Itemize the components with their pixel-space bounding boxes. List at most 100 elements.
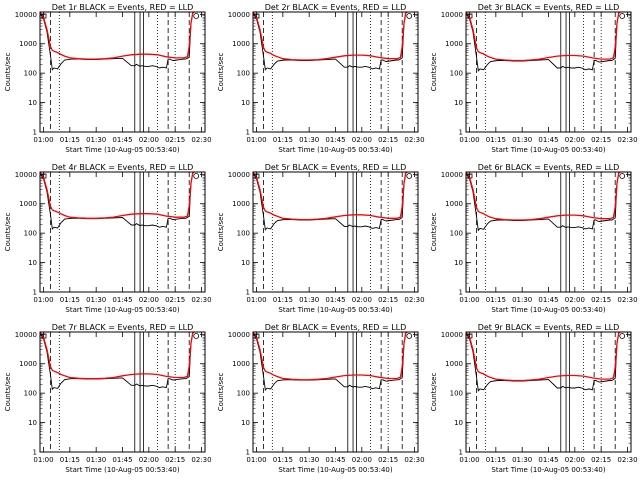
x-tick-label: 01:30	[86, 296, 106, 304]
y-tick-label: 100	[237, 70, 250, 78]
x-axis-label: Start Time (10-Aug-05 00:53:40)	[65, 146, 179, 154]
y-tick-label: 1	[459, 129, 463, 137]
chart-title: Det 5r BLACK = Events, RED = LLD	[265, 163, 407, 172]
chart-title: Det 7r BLACK = Events, RED = LLD	[52, 323, 194, 332]
chart-panel-8: Det 8r BLACK = Events, RED = LLD Counts/s…	[217, 323, 425, 474]
y-tick-label: 100	[24, 230, 37, 238]
y-tick-label: 10000	[441, 11, 463, 19]
lld-series-line	[40, 172, 195, 219]
x-tick-label: 01:00	[33, 136, 53, 144]
x-tick-label: 01:30	[512, 456, 532, 464]
y-tick-label: 1000	[445, 200, 463, 208]
lld-series-line	[253, 332, 408, 381]
x-tick-label: 01:45	[112, 456, 132, 464]
y-tick-label: 10	[28, 419, 37, 427]
marker-circle	[619, 13, 626, 19]
lld-series-line	[466, 332, 621, 382]
x-tick-label: 01:15	[60, 136, 80, 144]
plot-frame	[252, 171, 419, 293]
chart-title: Det 3r BLACK = Events, RED = LLD	[478, 3, 620, 12]
x-tick-label: 02:15	[591, 136, 611, 144]
y-axis-label: Counts/sec	[4, 373, 12, 412]
x-tick-label: 02:15	[591, 296, 611, 304]
marker-circle	[406, 13, 413, 19]
y-axis-label: Counts/sec	[430, 213, 438, 252]
x-tick-label: 01:15	[273, 296, 293, 304]
lld-series-line	[40, 12, 195, 60]
x-tick-label: 02:30	[404, 296, 424, 304]
x-tick-label: 02:00	[565, 136, 585, 144]
x-tick-label: 01:00	[33, 296, 53, 304]
events-series-line	[466, 12, 621, 72]
x-tick-label: 01:00	[459, 456, 479, 464]
y-tick-label: 1	[459, 449, 463, 457]
marker-circle	[406, 333, 413, 339]
y-tick-label: 1000	[445, 360, 463, 368]
x-tick-label: 01:00	[459, 136, 479, 144]
y-tick-label: 10	[454, 259, 463, 267]
y-tick-label: 10	[28, 259, 37, 267]
plot-frame	[39, 11, 206, 133]
x-tick-label: 02:15	[165, 296, 185, 304]
plot-frame	[465, 331, 632, 453]
x-tick-label: 02:30	[191, 456, 211, 464]
y-tick-label: 100	[24, 70, 37, 78]
x-tick-label: 01:15	[273, 456, 293, 464]
y-tick-label: 1	[33, 129, 37, 137]
y-tick-label: 10	[241, 99, 250, 107]
x-tick-label: 01:30	[86, 456, 106, 464]
y-tick-label: 10000	[441, 171, 463, 179]
x-tick-label: 01:15	[60, 456, 80, 464]
y-axis-label: Counts/sec	[4, 53, 12, 92]
x-tick-label: 01:45	[325, 296, 345, 304]
x-tick-label: 02:15	[165, 136, 185, 144]
x-tick-label: 02:30	[617, 136, 637, 144]
events-series-line	[253, 332, 408, 391]
x-tick-label: 02:15	[165, 456, 185, 464]
y-tick-label: 1000	[232, 200, 250, 208]
chart-panel-1: Det 1r BLACK = Events, RED = LLD Counts/s…	[4, 3, 212, 154]
x-tick-label: 02:30	[404, 136, 424, 144]
marker-circle	[619, 173, 626, 179]
x-tick-label: 01:15	[486, 456, 506, 464]
x-tick-label: 02:30	[191, 296, 211, 304]
x-tick-label: 01:30	[299, 456, 319, 464]
y-tick-label: 1000	[19, 40, 37, 48]
lld-series-line	[253, 12, 408, 61]
x-axis-label: Start Time (10-Aug-05 00:53:40)	[278, 306, 392, 314]
chart-panel-2: Det 2r BLACK = Events, RED = LLD Counts/s…	[217, 3, 425, 154]
x-tick-label: 01:30	[512, 296, 532, 304]
y-tick-label: 100	[450, 70, 463, 78]
x-tick-label: 02:00	[139, 456, 159, 464]
marker-circle	[193, 13, 200, 19]
events-series-line	[40, 172, 195, 230]
y-tick-label: 1	[33, 289, 37, 297]
lld-series-line	[466, 12, 621, 62]
y-axis-label: Counts/sec	[430, 373, 438, 412]
y-tick-label: 100	[450, 390, 463, 398]
x-axis-label: Start Time (10-Aug-05 00:53:40)	[65, 466, 179, 474]
x-tick-label: 02:00	[139, 296, 159, 304]
x-tick-label: 02:00	[139, 136, 159, 144]
chart-title: Det 8r BLACK = Events, RED = LLD	[265, 323, 407, 332]
x-tick-label: 02:00	[565, 296, 585, 304]
x-tick-label: 01:45	[538, 296, 558, 304]
x-tick-label: 01:45	[538, 456, 558, 464]
events-series-line	[40, 332, 195, 391]
x-axis-label: Start Time (10-Aug-05 00:53:40)	[278, 466, 392, 474]
x-tick-label: 02:30	[191, 136, 211, 144]
x-tick-label: 01:45	[112, 296, 132, 304]
chart-title: Det 9r BLACK = Events, RED = LLD	[478, 323, 620, 332]
lld-series-line	[40, 332, 195, 380]
x-tick-label: 01:45	[538, 136, 558, 144]
lld-series-line	[253, 172, 408, 221]
y-tick-label: 10	[454, 419, 463, 427]
y-tick-label: 100	[237, 390, 250, 398]
x-tick-label: 01:15	[486, 296, 506, 304]
plot-frame	[252, 11, 419, 133]
y-tick-label: 10	[241, 259, 250, 267]
plot-frame	[39, 331, 206, 453]
y-tick-label: 10000	[441, 331, 463, 339]
y-tick-label: 1	[246, 129, 250, 137]
